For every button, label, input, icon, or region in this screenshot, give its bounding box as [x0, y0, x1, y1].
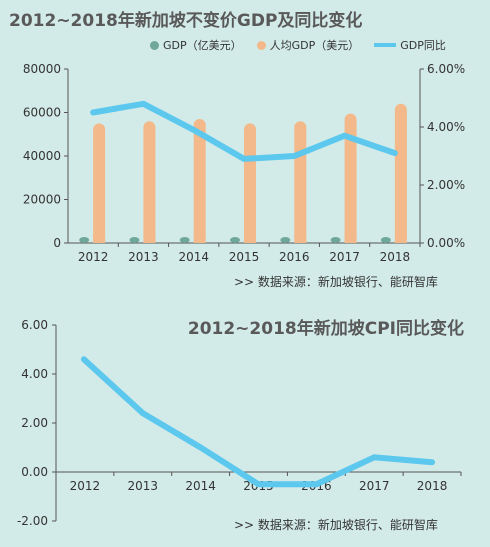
y2-tick-label: 4.00%	[427, 120, 465, 134]
bar-per-capita-gdp-base	[394, 235, 407, 243]
bar-per-capita-gdp	[244, 123, 256, 243]
x-tick-label: 2014	[185, 479, 216, 493]
chart-legend: GDP（亿美元） 人均GDP（美元） GDP同比	[150, 37, 461, 53]
x-tick-label: 2015	[229, 250, 260, 264]
bar-gdp	[230, 237, 240, 243]
bar-per-capita-gdp-base	[244, 235, 256, 243]
y-tick-label: 80000	[23, 62, 61, 76]
legend-label-gdp-yoy: GDP同比	[400, 39, 446, 52]
bar-per-capita-gdp	[93, 123, 106, 243]
legend-label-per-capita-gdp: 人均GDP（美元）	[269, 39, 360, 52]
bar-per-capita-gdp-base	[294, 235, 307, 243]
bar-gdp	[179, 237, 190, 243]
chart-title: 2012~2018年新加坡不变价GDP及同比变化	[9, 11, 363, 31]
y2-tick-label: 6.00%	[427, 62, 465, 76]
x-tick-label: 2013	[128, 479, 159, 493]
gdp-chart-plot: 0 20000 40000 60000 80000 0.00% 2.00% 4.00% 6.00…	[23, 62, 465, 264]
bar-per-capita-gdp	[394, 103, 407, 243]
y-tick-label: 60000	[23, 106, 61, 120]
y-tick-label: -2.00	[17, 514, 48, 528]
chart-title: 2012~2018年新加坡CPI同比变化	[187, 319, 464, 339]
chart-source-note: >> 数据来源：新加坡银行、能研智库	[234, 275, 438, 289]
bar-per-capita-gdp	[143, 121, 156, 243]
y-tick-label: 20000	[23, 193, 61, 207]
bar-gdp	[129, 237, 140, 243]
bar-per-capita-gdp-base	[143, 235, 156, 243]
x-tick-label: 2018	[417, 479, 448, 493]
x-tick-label: 2016	[279, 250, 310, 264]
gdp-chart-panel: 2012~2018年新加坡不变价GDP及同比变化 GDP（亿美元） 人均GDP（…	[9, 11, 465, 289]
legend-swatch-gdp-yoy	[374, 43, 397, 47]
bar-per-capita-gdp	[294, 121, 307, 243]
legend-label-gdp: GDP（亿美元）	[163, 39, 242, 52]
bar-per-capita-gdp	[344, 113, 357, 244]
x-tick-label: 2012	[78, 250, 109, 264]
x-tick-label: 2014	[178, 250, 209, 264]
y-tick-label: 2.00	[21, 416, 48, 430]
chart-source-note: >> 数据来源：新加坡银行、能研智库	[234, 518, 438, 532]
bar-gdp	[79, 237, 90, 243]
bar-per-capita-gdp	[193, 119, 206, 243]
y-tick-label: 0	[53, 236, 61, 250]
bar-per-capita-gdp-base	[93, 235, 106, 243]
x-tick-label: 2017	[359, 479, 390, 493]
y2-tick-label: 0.00%	[427, 236, 465, 250]
y-tick-label: 0.00	[21, 465, 48, 479]
y-tick-label: 4.00	[21, 367, 48, 381]
legend-swatch-per-capita-gdp	[256, 40, 266, 50]
y-tick-label: 40000	[23, 149, 61, 163]
legend-item-gdp: GDP（亿美元）	[150, 37, 242, 53]
bar-gdp	[380, 237, 391, 243]
y-tick-label: 6.00	[21, 318, 48, 332]
bar-per-capita-gdp-base	[193, 235, 206, 243]
x-tick-label: 2018	[380, 250, 411, 264]
bar-per-capita-gdp-base	[344, 235, 357, 243]
line-cpi-yoy	[80, 356, 436, 488]
legend-item-per-capita-gdp: 人均GDP（美元）	[256, 37, 360, 53]
bar-gdp	[280, 237, 291, 243]
legend-swatch-gdp	[150, 40, 159, 50]
legend-item-gdp-yoy: GDP同比	[374, 37, 446, 53]
x-tick-label: 2017	[329, 250, 360, 264]
y2-tick-label: 2.00%	[427, 178, 465, 192]
x-tick-label: 2012	[70, 479, 101, 493]
line-gdp-yoy	[90, 100, 398, 162]
cpi-chart-panel: -2.00 0.00 2.00 4.00 6.00 2012 2013 2014 2015 201…	[0, 300, 490, 547]
x-tick-label: 2013	[128, 250, 159, 264]
bar-gdp	[330, 237, 341, 243]
